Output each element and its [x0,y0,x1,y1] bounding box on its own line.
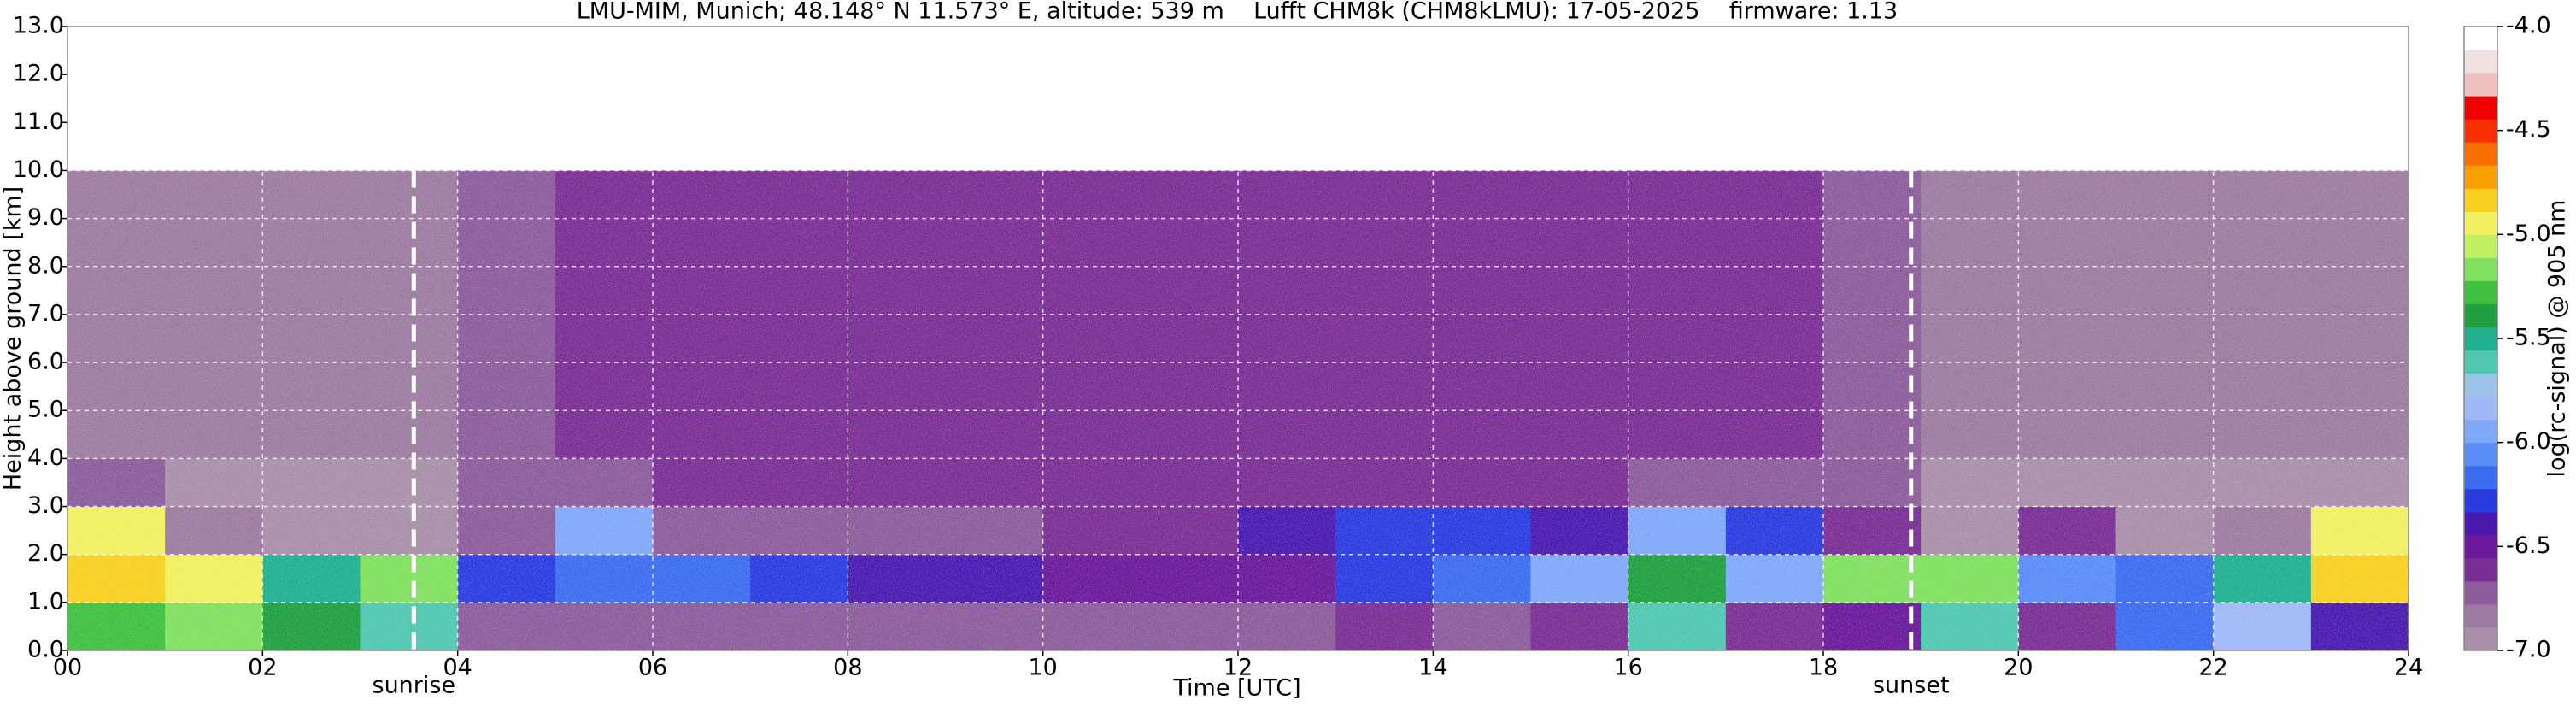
x-tick-label: 10 [1028,655,1057,681]
colorbar-segment [2464,442,2497,467]
colorbar-tick-label: -4.5 [2506,116,2551,143]
y-tick-label: 2.0 [27,540,64,567]
y-tick-label: 12.0 [13,61,64,87]
y-tick-label: 3.0 [27,492,64,519]
colorbar-segment [2464,165,2497,189]
plot-frame [67,26,2409,651]
y-tick-label: 0.0 [27,637,64,663]
y-tick-label: 6.0 [27,349,64,375]
colorbar-segment [2464,73,2497,97]
colorbar-segment [2464,373,2497,397]
x-tick-label: 20 [2004,655,2033,681]
x-tick-label: 16 [1613,655,1642,681]
colorbar-segment [2464,96,2497,120]
x-tick-label: 12 [1223,655,1253,681]
colorbar-segment [2464,603,2497,628]
y-tick-label: 8.0 [27,252,64,279]
x-tick-label: 00 [53,655,82,681]
annotation-label: sunset [1873,673,1950,699]
colorbar-tick-label: -6.5 [2506,532,2551,559]
chart-title: LMU-MIM, Munich; 48.148° N 11.573° E, al… [577,0,1898,25]
colorbar-segment [2464,350,2497,374]
x-tick-label: 02 [248,655,277,681]
colorbar-segment [2464,303,2497,327]
colorbar-segment [2464,26,2497,50]
x-axis-label: Time [UTC] [1172,675,1300,702]
colorbar-tick-label: -7.0 [2506,637,2551,663]
colorbar-label: log(rc-signal) @ 905 nm [2544,200,2571,478]
y-tick-label: 11.0 [13,109,64,135]
x-tick-label: 18 [1809,655,1838,681]
x-tick-label: 06 [638,655,667,681]
colorbar-tick-label: -4.0 [2506,13,2551,39]
colorbar-segment [2464,534,2497,559]
y-tick-label: 13.0 [13,13,64,39]
colorbar-segment [2464,188,2497,212]
colorbar-segment [2464,419,2497,444]
overlay: 00 02 04 06 08 10 12 14 16 18 20 22 24 0.0 1.0 2.0 3.0 4.… [13,13,2551,699]
colorbar-tick-label: -5.5 [2506,325,2551,351]
colorbar-segment [2464,211,2497,235]
x-tick-label: 08 [833,655,862,681]
x-tick-label: 24 [2394,655,2423,681]
colorbar-segment [2464,234,2497,258]
annotation-label: sunrise [373,673,456,699]
colorbar-segment [2464,465,2497,490]
y-tick-label: 9.0 [27,204,64,231]
y-tick-label: 4.0 [27,444,64,471]
colorbar-segment [2464,142,2497,166]
y-tick-label: 5.0 [27,397,64,423]
x-tick-label: 14 [1418,655,1447,681]
x-tick-label: 04 [443,655,472,681]
y-tick-label: 7.0 [27,300,64,327]
colorbar-segment [2464,557,2497,582]
colorbar-segment [2464,257,2497,281]
colorbar-segment [2464,280,2497,304]
colorbar-segment [2464,327,2497,351]
y-tick-label: 10.0 [13,156,64,183]
colorbar-segment [2464,627,2497,651]
colorbar-segment [2464,119,2497,143]
x-tick-label: 22 [2198,655,2227,681]
colorbar-tick-label: -5.0 [2506,221,2551,247]
colorbar-segment [2464,511,2497,536]
colorbar-segment [2464,396,2497,421]
y-axis-label: Height above ground [km] [0,186,26,491]
colorbar-segment [2464,50,2497,74]
colorbar-segment [2464,488,2497,513]
y-tick-label: 1.0 [27,588,64,615]
colorbar-tick-label: -6.0 [2506,428,2551,455]
colorbar-segment [2464,580,2497,605]
